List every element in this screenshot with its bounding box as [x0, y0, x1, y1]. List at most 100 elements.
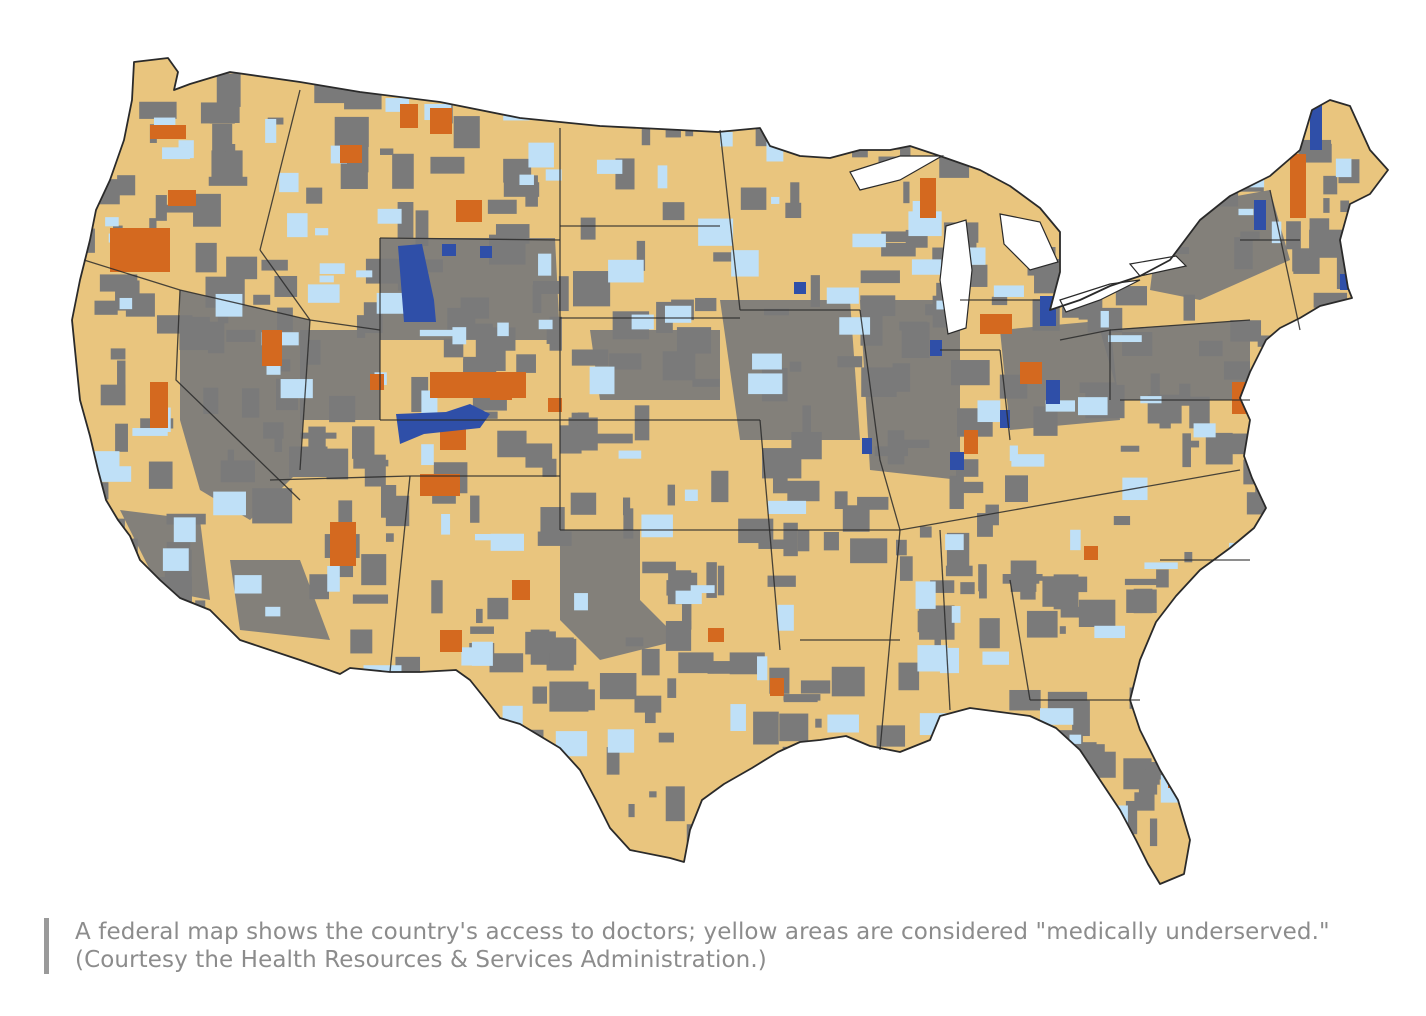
gray-area: [136, 697, 156, 723]
orange-area: [370, 374, 384, 390]
state-border-18: [719, 129, 741, 311]
gray-area: [1340, 200, 1350, 213]
gray-area: [572, 271, 611, 307]
gray-area: [1010, 560, 1037, 592]
state-borders: [83, 89, 1301, 751]
gray-area: [881, 242, 916, 257]
light-blue-area: [265, 118, 277, 143]
gray-area: [117, 360, 126, 393]
gray-area: [302, 665, 313, 697]
gray-area: [458, 721, 468, 738]
gray-area: [537, 531, 572, 546]
gray-area: [1184, 551, 1193, 563]
light-blue-area: [641, 514, 673, 538]
gray-area: [1068, 228, 1101, 257]
gray-area: [489, 653, 524, 673]
gray-area: [1197, 399, 1209, 420]
gray-area: [641, 116, 651, 146]
gray-area: [900, 130, 911, 156]
orange-area: [400, 104, 418, 128]
gray-area: [1323, 198, 1330, 213]
gray-region-3: [560, 530, 680, 660]
light-blue-area: [675, 590, 702, 605]
gray-area: [1287, 657, 1319, 694]
light-blue-area: [215, 293, 243, 317]
light-blue-area: [1070, 529, 1081, 551]
light-blue-area: [1009, 445, 1018, 461]
dark-blue-area: [1000, 410, 1010, 428]
light-blue-area: [1239, 642, 1270, 670]
light-blue-area: [315, 228, 329, 236]
gray-area: [245, 732, 262, 748]
gray-area: [1265, 563, 1275, 592]
gray-area: [470, 495, 480, 523]
light-blue-area: [839, 317, 871, 335]
gray-area: [676, 327, 712, 354]
gray-area: [1231, 686, 1270, 704]
gray-area: [717, 565, 725, 596]
figure-caption: A federal map shows the country's access…: [44, 918, 1375, 974]
gray-area: [516, 354, 536, 373]
light-blue-area: [911, 259, 942, 275]
gray-area: [497, 236, 519, 252]
gray-area: [453, 116, 480, 149]
dark-blue-area: [1046, 380, 1060, 404]
gray-area: [935, 745, 974, 780]
gray-area: [606, 747, 620, 775]
gray-area: [658, 732, 674, 743]
gray-area: [1156, 569, 1169, 588]
gray-area: [1199, 340, 1223, 357]
gray-area: [1163, 112, 1177, 137]
orange-area: [980, 314, 1012, 334]
gray-area: [825, 798, 863, 825]
light-blue-area: [441, 514, 451, 535]
gray-area: [1183, 294, 1196, 321]
light-blue-area: [377, 208, 402, 224]
gray-area: [207, 755, 220, 779]
gray-area: [903, 181, 910, 204]
state-border-25: [939, 529, 951, 711]
dark-blue-area: [794, 282, 806, 294]
state-border-23: [859, 309, 901, 531]
gray-area: [838, 764, 865, 783]
gray-area: [1335, 547, 1356, 575]
gray-area: [1076, 242, 1086, 257]
gray-area: [667, 484, 676, 506]
gray-area: [356, 315, 366, 338]
gray-area: [156, 315, 193, 334]
gray-area: [326, 448, 349, 480]
gray-area: [662, 351, 696, 381]
light-blue-area: [105, 217, 119, 227]
gray-area: [979, 564, 987, 599]
light-blue-area: [213, 491, 246, 516]
gray-area: [238, 795, 264, 832]
gray-area: [369, 76, 376, 93]
state-border-6: [259, 89, 301, 251]
gray-area: [668, 111, 701, 121]
gray-area: [901, 322, 930, 358]
light-blue-area: [1169, 703, 1180, 720]
light-blue-area: [452, 327, 467, 345]
light-blue-area: [1238, 208, 1254, 216]
light-blue-area: [869, 92, 882, 99]
gray-area: [831, 666, 865, 697]
gray-area: [274, 694, 309, 729]
gray-area: [823, 531, 839, 551]
gray-area: [379, 791, 386, 823]
gray-area: [1230, 712, 1254, 728]
gray-area: [1060, 606, 1097, 618]
gray-area: [667, 678, 677, 698]
gray-area: [385, 533, 394, 542]
gray-area: [1136, 136, 1163, 171]
gray-area: [945, 565, 973, 577]
dark-blue-area: [442, 244, 456, 256]
light-blue-area: [173, 517, 196, 543]
lake-1: [849, 155, 945, 191]
caption-text: A federal map shows the country's access…: [75, 919, 1330, 973]
gray-area: [94, 527, 105, 535]
light-blue-area: [287, 213, 308, 238]
light-blue-area: [917, 645, 948, 672]
gray-area: [375, 459, 389, 467]
gray-area: [1149, 818, 1158, 847]
gray-area: [237, 697, 269, 723]
